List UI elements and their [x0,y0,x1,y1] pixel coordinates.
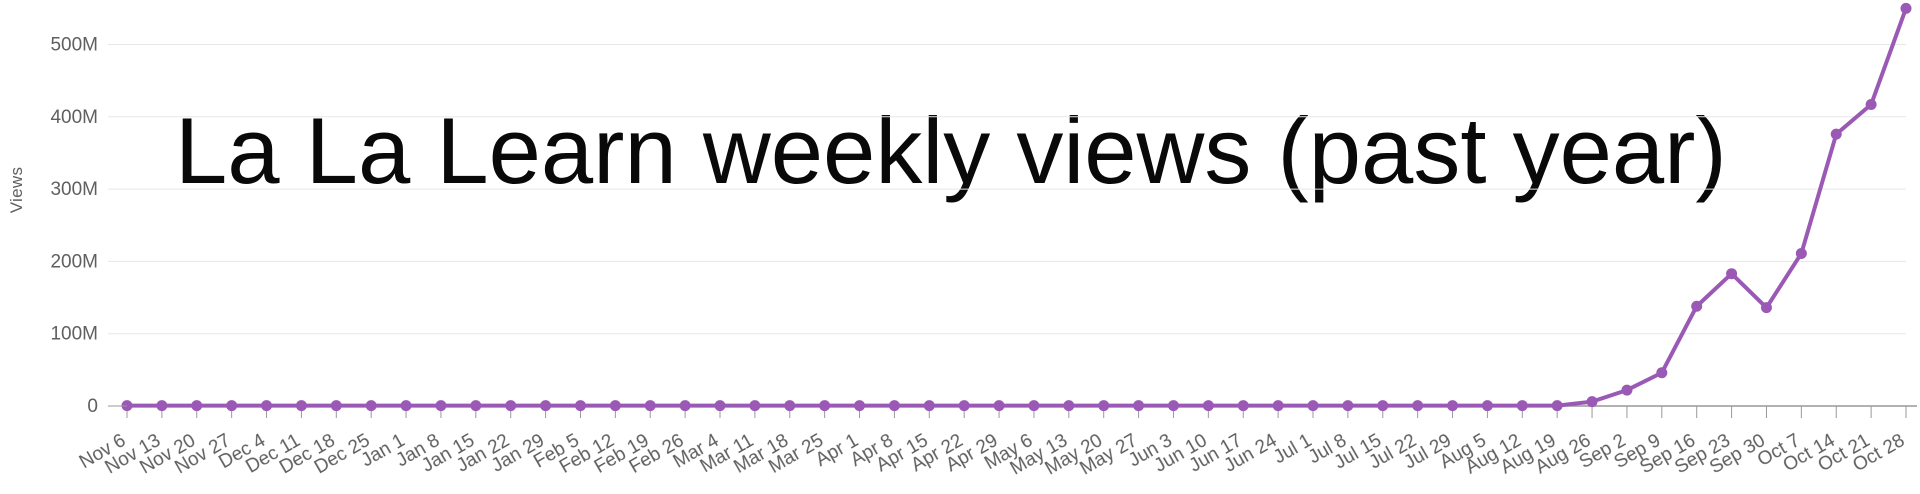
svg-text:400M: 400M [50,107,98,128]
svg-text:300M: 300M [50,179,98,200]
svg-text:100M: 100M [50,324,98,345]
svg-text:200M: 200M [50,251,98,272]
svg-text:0: 0 [87,396,98,417]
svg-text:500M: 500M [50,35,98,56]
